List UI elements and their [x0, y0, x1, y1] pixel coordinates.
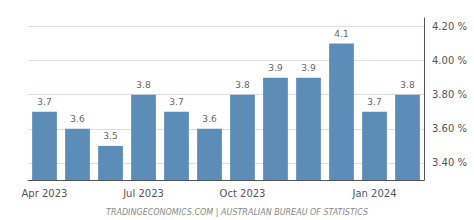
svg-text:3.6: 3.6: [202, 114, 217, 124]
svg-text:3.5: 3.5: [103, 131, 117, 141]
svg-text:3.8: 3.8: [400, 80, 415, 90]
svg-text:4.00 %: 4.00 %: [432, 55, 467, 66]
svg-text:TRADINGECONOMICS.COM | AUSTRAL: TRADINGECONOMICS.COM | AUSTRALIAN BUREAU…: [106, 208, 368, 217]
svg-text:3.6: 3.6: [70, 114, 85, 124]
svg-text:3.8: 3.8: [235, 80, 250, 90]
svg-text:3.7: 3.7: [37, 97, 51, 107]
svg-text:3.40 %: 3.40 %: [432, 157, 467, 168]
svg-text:Jan 2024: Jan 2024: [351, 188, 396, 199]
svg-text:Jul 2023: Jul 2023: [122, 188, 164, 199]
svg-text:3.60 %: 3.60 %: [432, 123, 467, 134]
svg-text:3.9: 3.9: [268, 63, 283, 73]
svg-text:3.8: 3.8: [136, 80, 151, 90]
svg-text:3.80 %: 3.80 %: [432, 89, 467, 100]
svg-text:Apr 2023: Apr 2023: [22, 188, 68, 199]
svg-text:3.9: 3.9: [301, 63, 316, 73]
svg-text:4.1: 4.1: [334, 29, 348, 39]
svg-text:3.7: 3.7: [169, 97, 183, 107]
svg-text:4.20 %: 4.20 %: [432, 21, 467, 32]
svg-text:3.7: 3.7: [367, 97, 381, 107]
svg-text:Oct 2023: Oct 2023: [220, 188, 266, 199]
